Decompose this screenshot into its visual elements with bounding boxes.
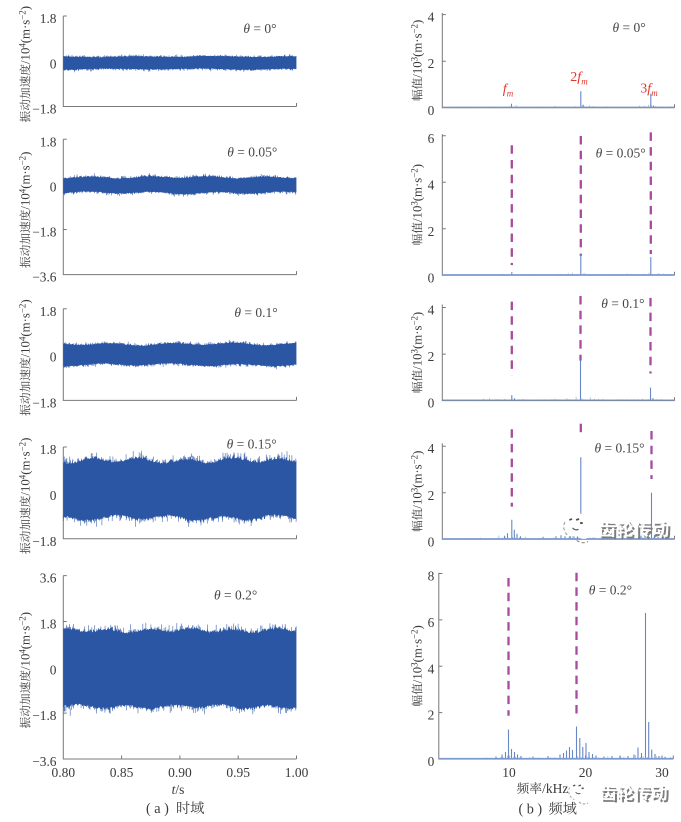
svg-text:4: 4 (428, 10, 435, 25)
svg-text:4: 4 (428, 177, 435, 192)
svg-text:8: 8 (428, 569, 435, 584)
svg-text:/104(m·s−2): /104(m·s−2) (18, 6, 33, 64)
svg-text:0: 0 (428, 396, 435, 411)
svg-text:−3.6: −3.6 (32, 754, 57, 769)
svg-text:0: 0 (50, 179, 57, 194)
svg-text:θ = 0.2°: θ = 0.2° (214, 587, 257, 602)
svg-text:6: 6 (428, 615, 435, 630)
svg-text:/103(m·s−2): /103(m·s−2) (410, 164, 425, 222)
svg-text:/kHz: /kHz (542, 781, 568, 796)
svg-text:2: 2 (428, 224, 435, 239)
svg-text:θ = 0.1°: θ = 0.1° (601, 296, 644, 311)
svg-text:20: 20 (579, 765, 593, 780)
svg-text:1.00: 1.00 (285, 765, 309, 780)
svg-text:( b ): ( b ) (519, 802, 546, 818)
svg-text:0: 0 (50, 662, 57, 677)
svg-text:0.85: 0.85 (110, 765, 134, 780)
svg-text:/103(m·s−2): /103(m·s−2) (410, 312, 425, 370)
svg-text:−1.8: −1.8 (32, 225, 57, 240)
svg-text:/103(m·s−2): /103(m·s−2) (410, 20, 425, 78)
svg-text:−1.8: −1.8 (32, 708, 57, 723)
svg-text:t/s: t/s (172, 782, 185, 797)
svg-text:1.8: 1.8 (40, 11, 57, 26)
svg-text:−1.8: −1.8 (32, 102, 57, 117)
svg-text:/104(m·s−2): /104(m·s−2) (18, 612, 33, 670)
svg-text:fm: fm (503, 82, 514, 99)
svg-text:−1.8: −1.8 (32, 396, 57, 411)
svg-text:/103(m·s−2): /103(m·s−2) (410, 625, 425, 683)
svg-text:0: 0 (50, 56, 57, 71)
svg-text:−1.8: −1.8 (32, 534, 57, 549)
svg-text:0: 0 (428, 534, 435, 549)
svg-text:/104(m·s−2): /104(m·s−2) (18, 299, 33, 357)
svg-text:4: 4 (428, 303, 435, 318)
svg-text:θ = 0.15°: θ = 0.15° (227, 437, 277, 452)
svg-text:/104(m·s−2): /104(m·s−2) (18, 438, 33, 496)
svg-text:3.6: 3.6 (40, 571, 57, 586)
svg-text:( a ): ( a ) (146, 801, 172, 817)
svg-text:10: 10 (502, 765, 516, 780)
svg-text:6: 6 (428, 131, 435, 146)
svg-text:θ = 0.2°: θ = 0.2° (589, 583, 632, 598)
svg-text:θ = 0.1°: θ = 0.1° (234, 305, 277, 320)
svg-text:0: 0 (428, 754, 435, 769)
svg-text:2: 2 (428, 56, 435, 71)
svg-text:0: 0 (50, 350, 57, 365)
svg-text:2: 2 (428, 488, 435, 503)
svg-text:−3.6: −3.6 (32, 270, 57, 285)
svg-text:θ = 0.05°: θ = 0.05° (596, 146, 646, 161)
svg-text:1.8: 1.8 (40, 304, 57, 319)
svg-text:θ = 0°: θ = 0° (243, 21, 276, 36)
svg-text:0: 0 (50, 488, 57, 503)
svg-text:4: 4 (428, 441, 435, 456)
svg-text:1.8: 1.8 (40, 442, 57, 457)
svg-text:0.80: 0.80 (51, 765, 75, 780)
svg-text:1.8: 1.8 (40, 134, 57, 149)
svg-text:θ = 0.05°: θ = 0.05° (227, 145, 277, 160)
svg-text:0: 0 (428, 103, 435, 118)
svg-text:1.8: 1.8 (40, 617, 57, 632)
svg-text:30: 30 (655, 765, 669, 780)
svg-text:4: 4 (428, 661, 435, 676)
svg-text:0.90: 0.90 (168, 765, 192, 780)
svg-text:θ = 0°: θ = 0° (612, 20, 645, 35)
svg-text:θ = 0.15°: θ = 0.15° (594, 441, 644, 456)
svg-text:0.95: 0.95 (226, 765, 250, 780)
svg-text:0: 0 (428, 270, 435, 285)
svg-text:/104(m·s−2): /104(m·s−2) (18, 152, 33, 210)
svg-text:2: 2 (428, 708, 435, 723)
svg-text:/103(m·s−2): /103(m·s−2) (410, 451, 425, 509)
svg-text:2: 2 (428, 349, 435, 364)
